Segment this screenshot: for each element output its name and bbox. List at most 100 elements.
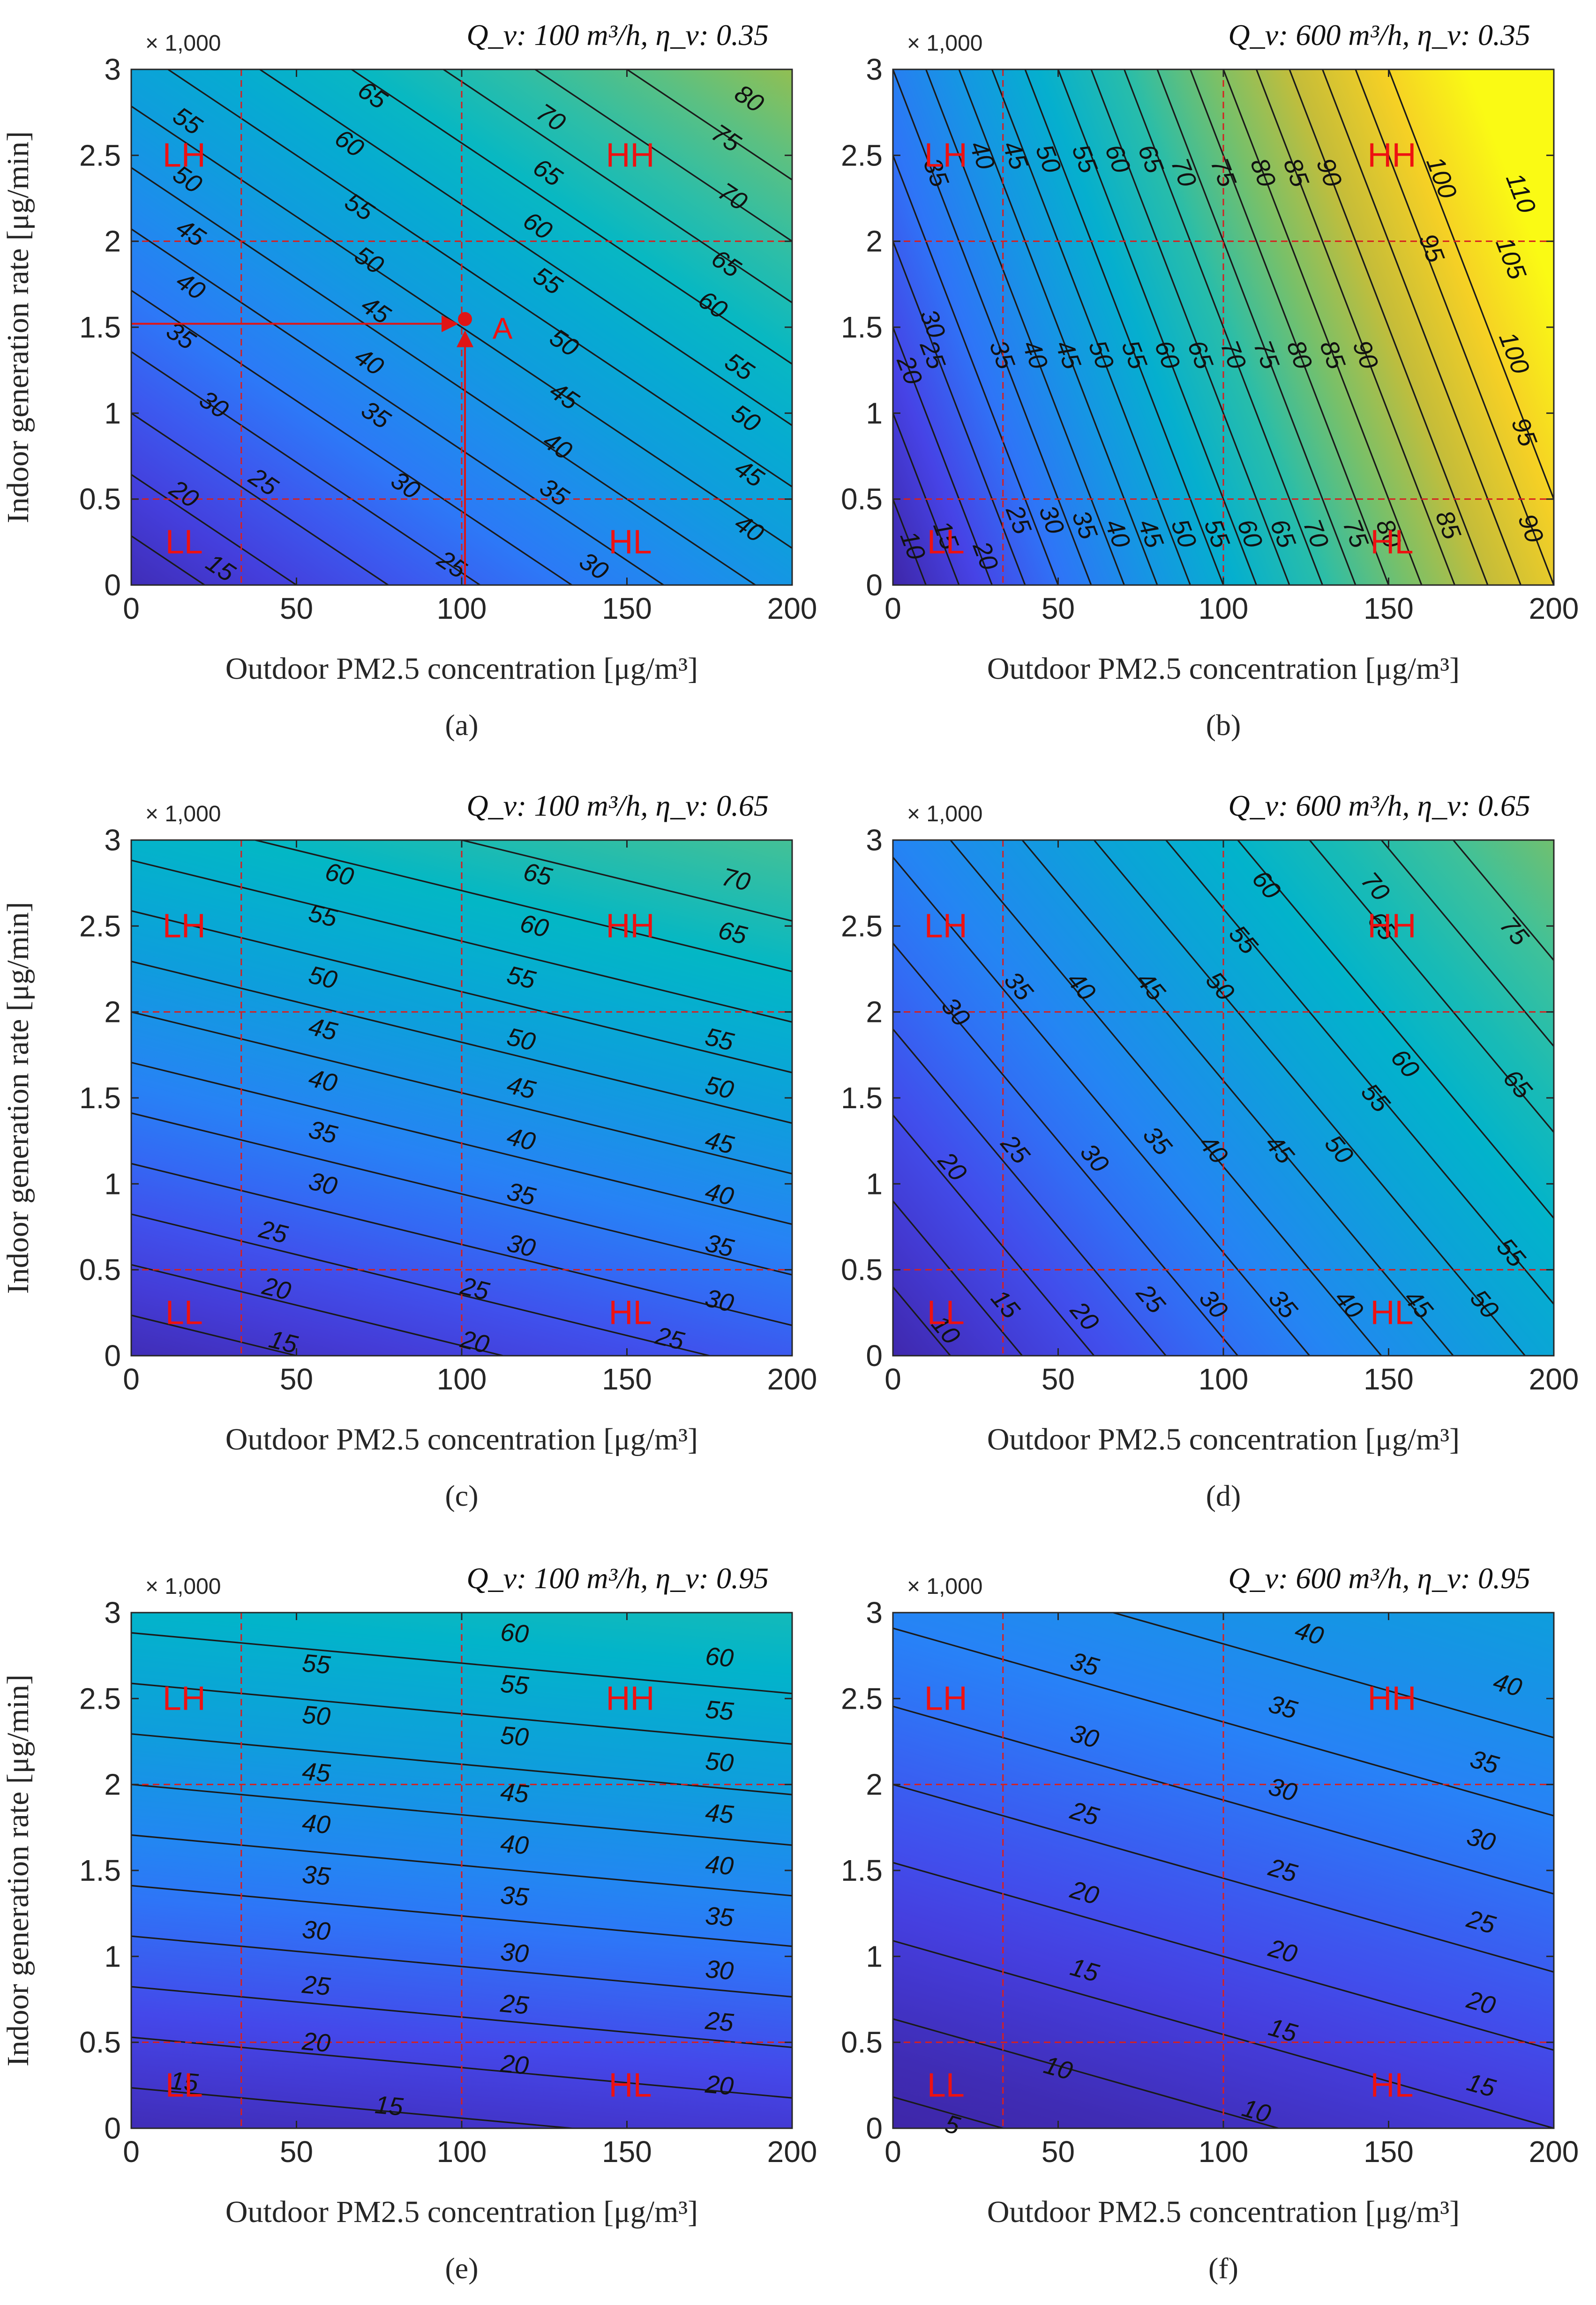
contour-label: 20 (499, 2050, 530, 2080)
region-label-hh: HH (606, 907, 655, 945)
x-tick-label: 200 (767, 592, 817, 625)
contour-label: 30 (301, 1915, 331, 1946)
y-multiplier: × 1,000 (907, 802, 982, 826)
contour-label: 25 (256, 1215, 291, 1249)
panel-title: Q_v: 600 m³/h, η_v: 0.95 (1228, 1562, 1530, 1595)
x-axis-label: Outdoor PM2.5 concentration [μg/m³] (225, 1422, 698, 1457)
x-tick-label: 50 (280, 2135, 313, 2169)
panel-title: Q_v: 100 m³/h, η_v: 0.95 (466, 1562, 769, 1595)
contour-line-20 (131, 1264, 506, 1356)
y-tick-label: 0.5 (79, 2026, 121, 2059)
x-tick-label: 50 (280, 592, 313, 625)
marker-arrow-right (442, 315, 459, 332)
x-tick-label: 0 (884, 592, 901, 625)
region-label-ll: LL (927, 1294, 965, 1331)
y-tick-label: 2 (104, 1768, 121, 1802)
contour-line-25 (893, 1029, 1167, 1356)
x-tick-label: 200 (1529, 1362, 1579, 1396)
y-tick-label: 1.5 (841, 310, 883, 344)
marker-arrow-up (457, 330, 474, 347)
panel-letter: (f) (1208, 2252, 1238, 2285)
region-label-lh: LH (924, 907, 967, 945)
contour-line-70 (1380, 840, 1554, 1047)
y-tick-label: 0 (866, 2111, 883, 2145)
reference-lines (893, 840, 1554, 1356)
region-label-ll: LL (927, 523, 965, 561)
y-tick-label: 3 (866, 823, 883, 857)
region-label-ll: LL (165, 523, 203, 561)
contour-line-60 (1236, 840, 1554, 1219)
y-tick-label: 3 (104, 53, 121, 86)
contour-label: 45 (704, 1798, 735, 1829)
x-tick-label: 200 (767, 2135, 817, 2169)
marker-point (458, 312, 472, 326)
x-tick-label: 50 (1042, 592, 1075, 625)
region-label-lh: LH (163, 1680, 206, 1717)
contour-label: 35 (704, 1901, 735, 1932)
y-tick-label: 0 (866, 1339, 883, 1373)
y-tick-label: 1.5 (841, 1081, 883, 1115)
region-label-hl: HL (609, 2066, 652, 2104)
region-label-ll: LL (165, 2066, 203, 2104)
y-axis-label: Indoor generation rate [μg/min] (1, 131, 35, 523)
y-tick-label: 0 (866, 568, 883, 602)
contour-line-45 (131, 1784, 792, 1846)
y-tick-label: 1 (104, 1939, 121, 1973)
y-tick-label: 0 (104, 2111, 121, 2145)
contour-line-95 (1289, 69, 1489, 585)
x-tick-label: 0 (884, 2135, 901, 2169)
contour-label: 20 (457, 1325, 492, 1359)
y-tick-label: 1 (104, 396, 121, 430)
x-tick-label: 150 (602, 2135, 652, 2169)
contour-line-25 (893, 1784, 1554, 1973)
panel-title: Q_v: 600 m³/h, η_v: 0.65 (1228, 789, 1530, 822)
y-tick-label: 2 (104, 995, 121, 1029)
marker-a: A (131, 312, 513, 585)
contour-label: 25 (704, 2006, 735, 2037)
contour-label: 30 (499, 1937, 530, 1968)
x-tick-label: 150 (1364, 592, 1414, 625)
contour-label: 50 (704, 1747, 734, 1777)
region-label-hh: HH (1368, 1680, 1416, 1717)
contour-label: 25 (300, 1970, 332, 2001)
contour-label: 45 (499, 1778, 530, 1808)
y-tick-label: 3 (104, 1596, 121, 1629)
x-tick-label: 100 (437, 1362, 487, 1396)
contour-label: 20 (259, 1271, 294, 1306)
contour-line-50 (991, 69, 1191, 585)
y-tick-label: 1.5 (79, 310, 121, 344)
panel-e: 6060555555505050454545404040353535303030… (1, 1562, 817, 2285)
x-axis-label: Outdoor PM2.5 concentration [μg/m³] (987, 652, 1460, 686)
contour-line-75 (533, 69, 792, 242)
contour-label: 20 (704, 2070, 734, 2101)
contour-label: 40 (703, 1177, 737, 1211)
y-axis-label: Indoor generation rate [μg/min] (1, 1674, 35, 2066)
contour-line-60 (131, 1632, 792, 1695)
reference-lines (131, 1613, 792, 2128)
y-tick-label: 3 (866, 53, 883, 86)
region-label-hh: HH (606, 136, 655, 174)
contour-label: 35 (301, 1860, 332, 1891)
contour-label: 60 (517, 909, 552, 943)
contour-line-65 (1090, 69, 1290, 585)
contour-label: 15 (374, 2091, 405, 2121)
marker-label: A (493, 312, 513, 345)
y-tick-label: 2.5 (79, 1682, 121, 1715)
axis-ticks: 0 50 100 150 200 0 0.5 1 1.5 2 2.5 3 (79, 1596, 817, 2169)
contour-label: 40 (504, 1122, 539, 1156)
x-tick-label: 0 (123, 592, 140, 625)
reference-lines (131, 69, 792, 585)
contour-label: 20 (300, 2027, 331, 2057)
contour-label: 30 (703, 1284, 737, 1318)
y-tick-label: 2.5 (841, 138, 883, 172)
contour-label: 35 (499, 1881, 530, 1911)
region-label-hh: HH (1368, 136, 1416, 174)
contour-label: 55 (499, 1669, 530, 1700)
y-tick-label: 0.5 (79, 482, 121, 516)
contour-label: 50 (504, 1022, 539, 1057)
x-tick-label: 0 (123, 1362, 140, 1396)
x-axis-label: Outdoor PM2.5 concentration [μg/m³] (225, 2195, 698, 2229)
region-label-lh: LH (924, 136, 967, 174)
